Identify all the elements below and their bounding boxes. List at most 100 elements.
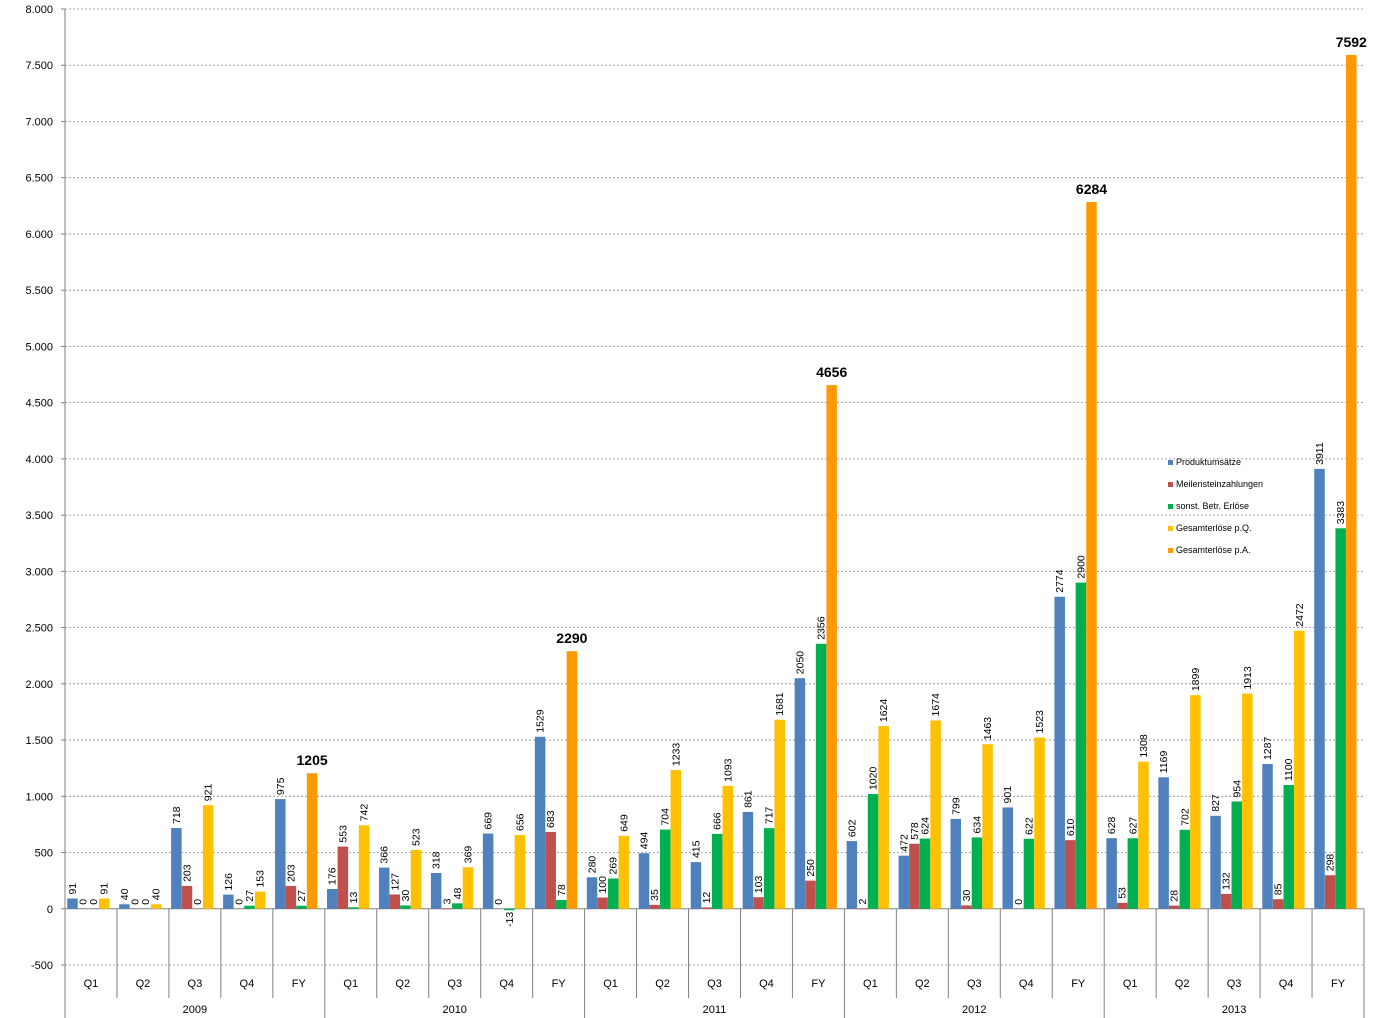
bar [1106, 838, 1117, 909]
bar [1210, 815, 1221, 909]
data-label: 78 [556, 884, 568, 896]
category-label: Q3 [1227, 978, 1242, 990]
data-label: -13 [504, 912, 516, 927]
category-label: Q4 [759, 978, 774, 990]
bar [794, 678, 806, 909]
bar [1158, 777, 1169, 909]
y-tick-label: 2.000 [25, 679, 53, 691]
legend-label: Produktumsätze [1176, 457, 1241, 467]
data-label: 0 [1013, 899, 1025, 905]
category-label: Q2 [655, 978, 670, 990]
bar [275, 799, 286, 909]
bar [1314, 468, 1325, 909]
y-tick-label: 4.000 [25, 454, 53, 466]
y-tick-label: 0 [47, 904, 53, 916]
bar [1054, 596, 1065, 909]
bar [909, 843, 920, 909]
bar [534, 736, 546, 909]
bar [1335, 528, 1346, 909]
legend-swatch [1168, 548, 1173, 553]
y-tick-label: 3.500 [25, 510, 53, 522]
data-label: 1681 [774, 692, 786, 716]
data-label: 369 [462, 846, 474, 864]
y-tick-label: -500 [31, 960, 53, 972]
bar [296, 905, 307, 909]
y-tick-label: 5.500 [25, 285, 53, 297]
data-label: 666 [712, 812, 724, 830]
bar [950, 818, 962, 909]
bar [306, 773, 318, 909]
data-label: 203 [181, 864, 193, 882]
bar [711, 833, 723, 909]
y-tick-label: 500 [35, 848, 53, 860]
data-label: 366 [379, 846, 391, 864]
bar [1138, 761, 1149, 909]
data-label: 472 [898, 834, 910, 852]
data-label: 153 [255, 870, 267, 888]
bar [337, 846, 349, 909]
data-label: 40 [119, 888, 131, 900]
bar [722, 785, 734, 909]
year-label: 2013 [1222, 1004, 1246, 1016]
bar [327, 888, 338, 909]
bar [919, 838, 931, 909]
bar [638, 853, 650, 909]
category-label: FY [292, 978, 307, 990]
bar [441, 908, 453, 910]
category-label: FY [1331, 978, 1346, 990]
data-label: 799 [950, 797, 962, 815]
category-label: Q1 [343, 978, 358, 990]
bar [430, 872, 442, 909]
data-label: 1100 [1283, 758, 1295, 781]
data-label: 53 [1117, 887, 1129, 899]
data-label: 602 [846, 819, 858, 837]
bar [971, 837, 983, 909]
legend-swatch [1168, 460, 1173, 465]
category-label: FY [552, 978, 567, 990]
data-label: 494 [639, 832, 651, 850]
data-label: 1913 [1242, 666, 1254, 690]
bar [462, 867, 474, 909]
category-label: FY [811, 978, 826, 990]
data-label: 2290 [556, 630, 587, 646]
bar [556, 899, 567, 909]
bar [1190, 695, 1201, 909]
data-label: 27 [296, 890, 308, 902]
data-label: 6284 [1076, 181, 1107, 197]
data-label: 91 [67, 883, 79, 895]
data-label: 649 [618, 814, 630, 832]
y-tick-label: 6.500 [25, 173, 53, 185]
data-label: 103 [753, 876, 765, 894]
bar [690, 862, 702, 909]
data-label: 2900 [1075, 555, 1087, 579]
data-label: 30 [400, 890, 412, 902]
bar [1002, 807, 1013, 909]
data-label: 1674 [930, 693, 942, 717]
bar [1127, 838, 1139, 909]
data-label: 523 [411, 828, 423, 846]
data-label: 0 [233, 899, 245, 905]
data-label: 1308 [1138, 734, 1150, 758]
data-label: 4656 [816, 364, 847, 380]
bar [285, 885, 297, 909]
data-label: 0 [88, 899, 100, 905]
category-label: Q1 [863, 978, 878, 990]
bar [846, 841, 858, 909]
bar [982, 744, 993, 909]
category-label: Q4 [1279, 978, 1294, 990]
bar [867, 794, 879, 909]
category-label: Q3 [447, 978, 462, 990]
data-label: 13 [348, 891, 360, 903]
data-label: 1233 [670, 743, 682, 767]
category-label: Q1 [84, 978, 99, 990]
category-label: Q2 [1175, 978, 1190, 990]
bar [815, 643, 827, 909]
data-label: 0 [78, 899, 90, 905]
category-label: Q3 [967, 978, 982, 990]
data-label: 1523 [1034, 710, 1046, 734]
data-label: 250 [805, 859, 817, 877]
data-label: 717 [764, 806, 776, 824]
data-label: 30 [961, 890, 973, 902]
bar [566, 651, 578, 909]
bar [701, 907, 712, 909]
